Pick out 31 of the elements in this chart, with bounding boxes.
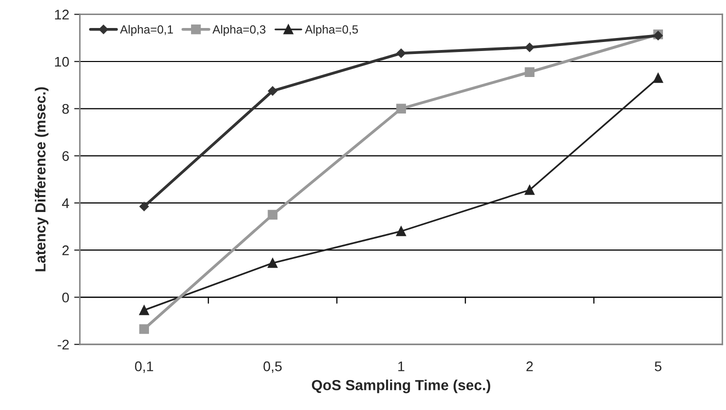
point [139,202,149,212]
x-tick-label: 2 [526,361,533,372]
x-tick-label: 5 [654,362,662,372]
point [396,104,406,114]
x-axis-title: QoS Sampling Time (sec.) [312,380,490,394]
y-tick-label: 12 [55,10,69,20]
y-axis-title: Latency Difference (msec.) [34,87,48,272]
x-tick-label: 0,1 [135,361,154,373]
x-tick-label: 1 [398,362,404,372]
point [139,324,149,334]
y-tick-label: 6 [62,151,69,161]
point [268,210,278,220]
x-tick-label: 0,5 [264,361,282,373]
legend-label: Alpha=0,5 [304,24,358,36]
point [268,258,278,268]
legend-label: Alpha=0,1 [120,24,173,36]
point [268,86,278,96]
y-tick-label: -2 [58,340,69,350]
legend-label: Alpha=0,3 [212,24,266,36]
point [139,305,149,316]
point [653,73,663,83]
point [524,67,534,77]
y-tick-label: 10 [55,56,69,67]
point [524,42,534,52]
y-tick-label: 2 [62,245,69,256]
y-tick-label: 8 [62,104,69,114]
point [396,226,406,236]
point [396,48,406,58]
y-tick-label: 0 [62,292,69,302]
point [524,185,534,195]
y-tick-label: 4 [62,198,70,208]
